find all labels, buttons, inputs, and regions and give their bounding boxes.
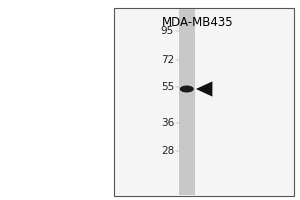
Ellipse shape [180,85,194,92]
Bar [178,9,195,195]
Text: 95: 95 [161,26,174,36]
Text: 72: 72 [161,55,174,65]
Text: 36: 36 [161,118,174,128]
Text: MDA-MB435: MDA-MB435 [162,16,234,29]
Bar [114,8,294,196]
Text: 28: 28 [161,146,174,156]
Polygon shape [196,81,212,97]
Text: 55: 55 [161,82,174,92]
